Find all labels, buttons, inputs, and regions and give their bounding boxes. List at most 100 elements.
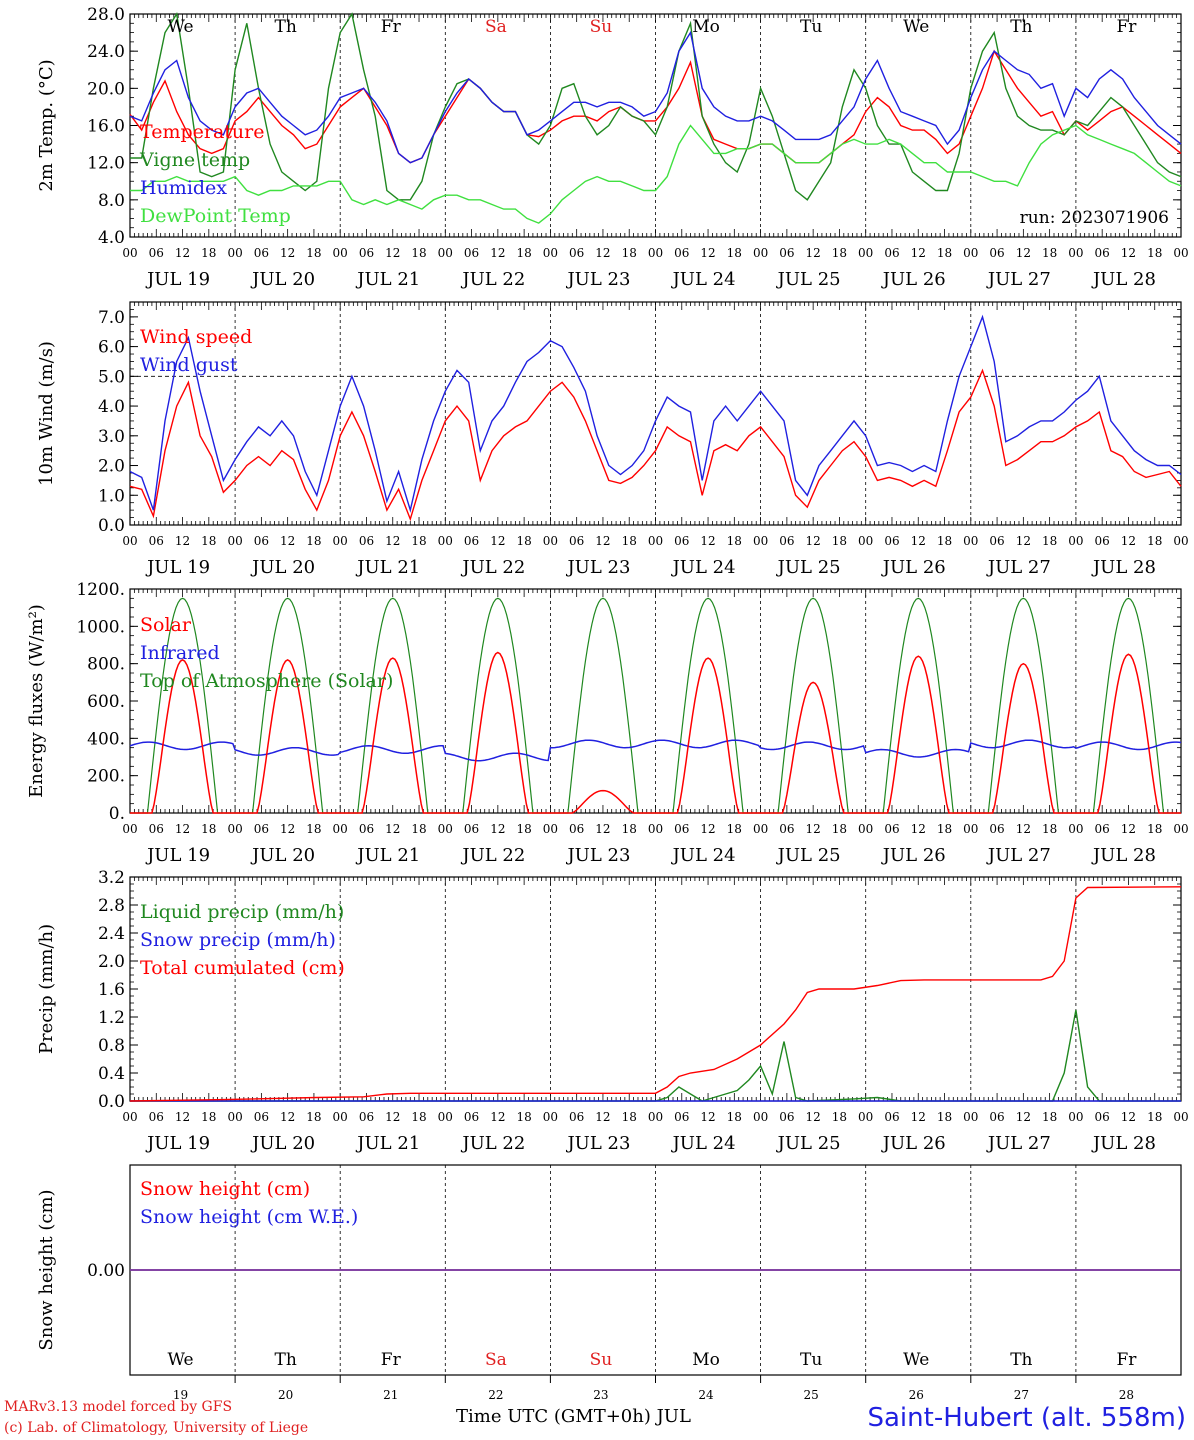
- hour-tick-label: 06: [674, 246, 689, 260]
- date-label: JUL 25: [776, 557, 841, 578]
- hour-tick-label: 06: [989, 1110, 1004, 1124]
- legend-entry: Temperature: [140, 121, 264, 143]
- legend-entry: Total cumulated (cm): [140, 957, 345, 979]
- infrared-line: [129, 739, 1182, 762]
- hour-tick-label: 00: [122, 1110, 137, 1124]
- weekday-label: We: [167, 1350, 193, 1370]
- hour-tick-label: 06: [884, 822, 899, 836]
- hour-tick-label: 12: [595, 534, 610, 548]
- date-label: JUL 24: [671, 557, 736, 578]
- hour-tick-label: 06: [464, 822, 479, 836]
- hour-tick-label: 18: [832, 534, 847, 548]
- hour-tick-label: 18: [832, 1110, 847, 1124]
- weekday-label: We: [903, 1350, 929, 1370]
- y-tick-label: 600.: [87, 692, 125, 712]
- hour-tick-label: 18: [411, 822, 426, 836]
- hour-tick-label: 06: [1095, 246, 1110, 260]
- hour-tick-label: 18: [1147, 1110, 1162, 1124]
- hour-tick-label: 06: [674, 822, 689, 836]
- hour-tick-label: 18: [832, 246, 847, 260]
- weekday-label: Th: [1010, 1350, 1032, 1370]
- hour-tick-label: 18: [1147, 534, 1162, 548]
- y-tick-label: 400.: [87, 729, 125, 749]
- series-line-dewpoint-temp: [130, 124, 1182, 224]
- date-label: JUL 28: [1091, 269, 1156, 290]
- hour-tick-label: 12: [280, 1110, 295, 1124]
- hour-tick-label: 12: [700, 822, 715, 836]
- hour-tick-label: 18: [727, 822, 742, 836]
- date-label: JUL 26: [881, 845, 946, 866]
- plot-frame-1: [129, 301, 1182, 526]
- hour-tick-label: 06: [884, 1110, 899, 1124]
- date-label: JUL 21: [355, 1133, 420, 1154]
- hour-tick-label: 18: [727, 1110, 742, 1124]
- hour-tick-label: 00: [963, 822, 978, 836]
- y-tick-label: 1.0: [98, 486, 125, 506]
- day-number-label: 19: [173, 1388, 188, 1402]
- hour-tick-label: 00: [1173, 534, 1188, 548]
- hour-tick-label: 12: [700, 534, 715, 548]
- weekday-label: Su: [590, 1350, 613, 1370]
- date-label: JUL 28: [1091, 1133, 1156, 1154]
- weekday-label: Tu: [800, 17, 822, 37]
- y-tick-label: 1.2: [98, 1008, 125, 1028]
- y-tick-label: 0.0: [98, 516, 125, 536]
- hour-tick-label: 00: [333, 534, 348, 548]
- weekday-label: Sa: [485, 1350, 507, 1370]
- hour-tick-label: 06: [779, 246, 794, 260]
- run-label: run: 2023071906: [1020, 208, 1169, 228]
- y-axis-title: Energy fluxes (W/m²): [26, 604, 47, 798]
- y-tick-label: 4.0: [98, 228, 125, 248]
- weekday-label: Fr: [381, 17, 402, 37]
- hour-tick-label: 12: [911, 246, 926, 260]
- date-label: JUL 21: [355, 845, 420, 866]
- hour-tick-label: 00: [227, 534, 242, 548]
- y-tick-label: 0.00: [87, 1261, 125, 1281]
- series-line-humidex: [129, 30, 1182, 164]
- hour-tick-label: 00: [122, 534, 137, 548]
- hour-tick-label: 00: [963, 1110, 978, 1124]
- weekday-label: Fr: [1116, 17, 1137, 37]
- legend-entry: Wind speed: [140, 326, 252, 348]
- hour-tick-label: 12: [385, 246, 400, 260]
- hour-tick-label: 00: [543, 822, 558, 836]
- day-number-label: 23: [593, 1388, 608, 1402]
- hour-tick-label: 00: [858, 1110, 873, 1124]
- weekday-label: Th: [275, 1350, 297, 1370]
- hour-tick-label: 00: [963, 246, 978, 260]
- hour-tick-label: 06: [1095, 1110, 1110, 1124]
- day-number-label: 21: [383, 1388, 398, 1402]
- y-axis-title: 2m Temp. (°C): [36, 59, 57, 191]
- hour-tick-label: 06: [149, 534, 164, 548]
- hour-tick-label: 18: [1147, 246, 1162, 260]
- hour-tick-label: 12: [1121, 534, 1136, 548]
- hour-tick-label: 00: [122, 822, 137, 836]
- date-label: JUL 28: [1091, 557, 1156, 578]
- hour-tick-label: 18: [411, 1110, 426, 1124]
- series-line-total-cumulated-cm-: [129, 886, 1182, 1102]
- hour-tick-label: 12: [1016, 822, 1031, 836]
- hour-tick-label: 18: [306, 1110, 321, 1124]
- plot-frame-0: [129, 13, 1182, 238]
- hour-tick-label: 12: [595, 1110, 610, 1124]
- hour-tick-label: 12: [1121, 822, 1136, 836]
- legend-entry: Wind gust: [140, 354, 238, 376]
- hour-tick-label: 12: [1016, 246, 1031, 260]
- hour-tick-label: 00: [543, 534, 558, 548]
- hour-tick-label: 18: [306, 534, 321, 548]
- weekday-label: Mo: [692, 1350, 720, 1370]
- date-label: JUL 21: [355, 557, 420, 578]
- date-label: JUL 25: [776, 845, 841, 866]
- hour-tick-label: 00: [753, 822, 768, 836]
- hour-tick-label: 06: [254, 1110, 269, 1124]
- hour-tick-label: 18: [1042, 822, 1057, 836]
- hour-tick-label: 12: [700, 1110, 715, 1124]
- date-label: JUL 19: [145, 557, 210, 578]
- hour-tick-label: 00: [227, 246, 242, 260]
- hour-tick-label: 18: [1042, 534, 1057, 548]
- hour-tick-label: 12: [595, 822, 610, 836]
- date-label: JUL 20: [250, 1133, 315, 1154]
- hour-tick-label: 06: [1095, 534, 1110, 548]
- hour-tick-label: 00: [858, 534, 873, 548]
